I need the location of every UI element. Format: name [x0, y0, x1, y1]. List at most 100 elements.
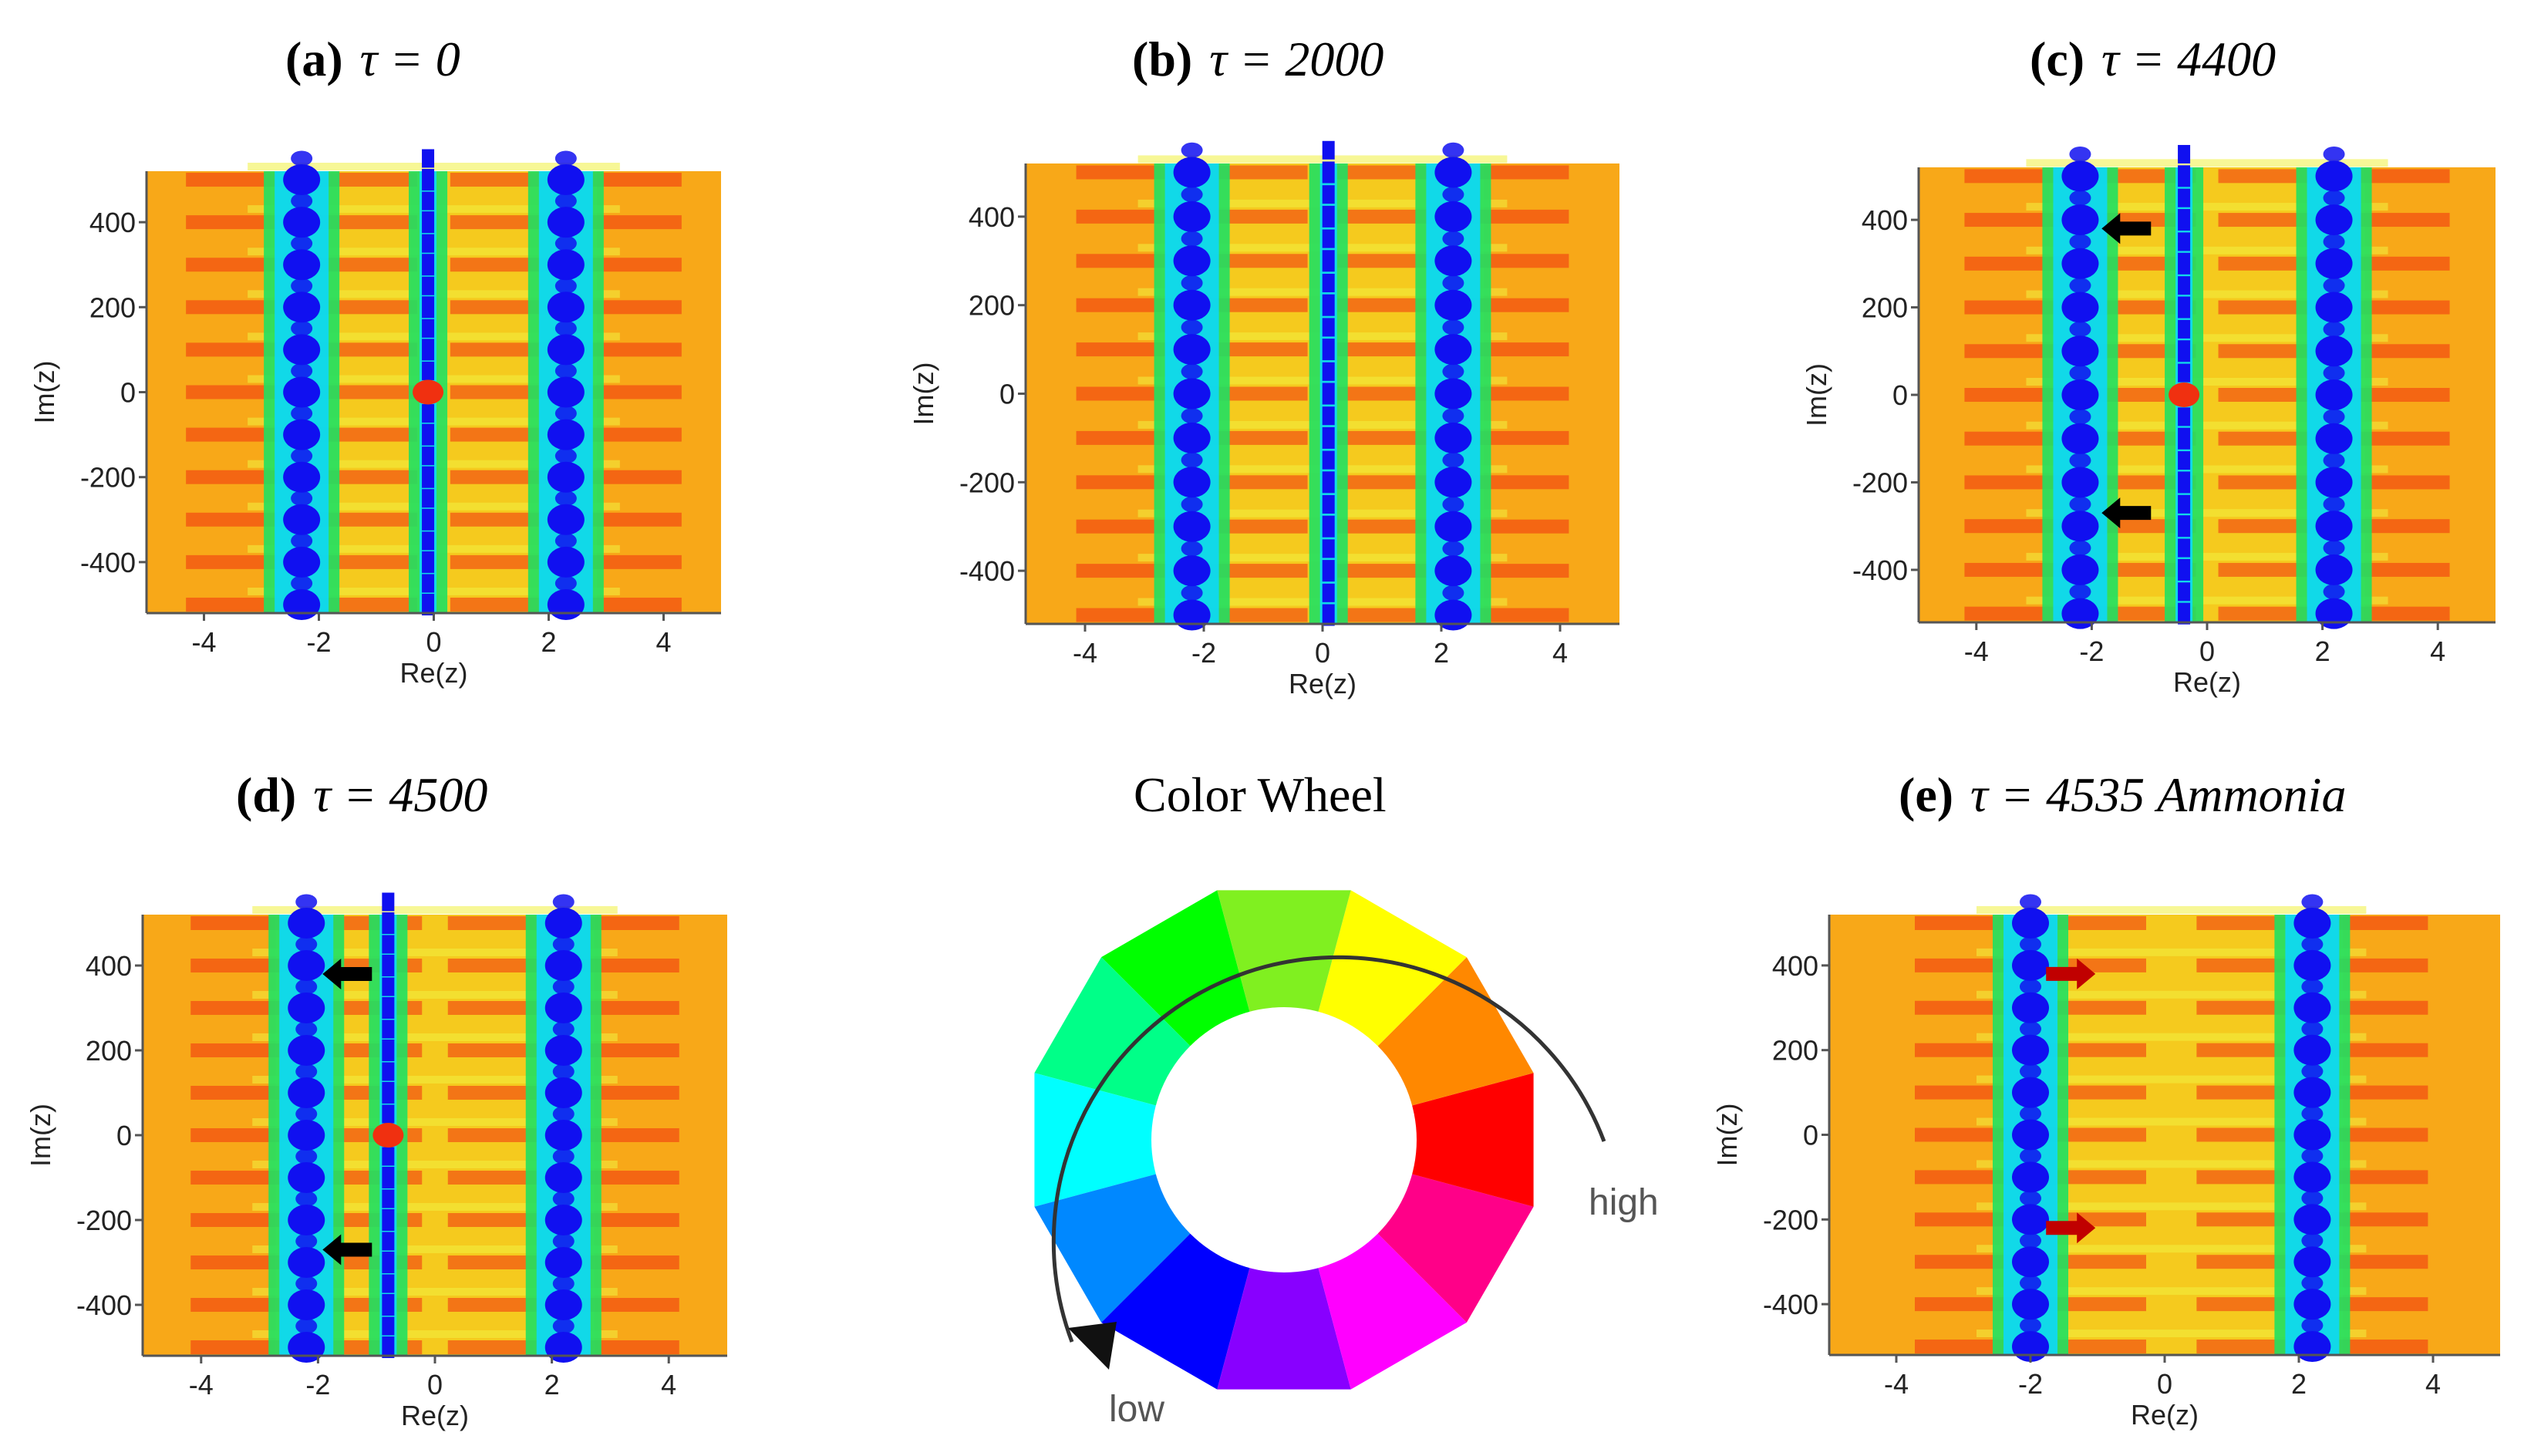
heatmap-glow-row — [252, 1288, 618, 1296]
x-axis-label: Re(z) — [401, 1400, 469, 1431]
vortex-core — [2012, 907, 2049, 939]
x-tick-label: -2 — [2079, 635, 2104, 667]
vortex-core-minor — [1322, 539, 1335, 558]
vortex-core — [2061, 335, 2099, 367]
vortex-core-minor — [291, 320, 313, 336]
vortex-core-minor — [1181, 363, 1203, 379]
wheel-segment — [1217, 890, 1351, 1012]
vortex-core — [1322, 604, 1335, 626]
wheel-segment — [1318, 890, 1467, 1046]
vortex-core — [547, 419, 585, 450]
vortex-core — [1434, 422, 1472, 453]
vortex-core-minor — [1442, 363, 1464, 379]
vortex-core-minor — [2020, 894, 2041, 910]
vortex-core — [2293, 949, 2331, 981]
x-tick-label: 2 — [1434, 637, 1449, 669]
vortex-core — [382, 1336, 395, 1358]
vortex-core — [2315, 423, 2353, 454]
vortex-core — [547, 376, 585, 408]
vortex-core — [422, 423, 435, 446]
vortex-core — [422, 508, 435, 531]
vortex-core — [2178, 471, 2191, 494]
x-tick-label: 0 — [427, 1369, 443, 1400]
y-tick-label: -400 — [1852, 554, 1908, 586]
vortex-core-minor — [2069, 234, 2091, 250]
vortex-core-minor — [554, 193, 577, 209]
vortex-core-minor — [295, 1318, 318, 1334]
vortex-core — [2061, 160, 2099, 192]
vortex-core — [2315, 379, 2353, 410]
vortex-core — [2061, 204, 2099, 236]
heatmap-glow-row — [2026, 203, 2388, 211]
x-tick-label: 2 — [544, 1369, 560, 1400]
vortex-core — [283, 461, 321, 493]
vortex-core-minor — [1181, 585, 1203, 601]
vortex-core — [2178, 558, 2191, 581]
vortex-core — [2293, 907, 2331, 939]
y-tick-label: 0 — [1892, 379, 1908, 411]
vortex-core — [544, 1120, 582, 1151]
vortex-core-minor — [2301, 1063, 2324, 1080]
vortex-core-minor — [1181, 541, 1203, 557]
vortex-core-minor — [552, 1233, 575, 1249]
vortex-core-minor — [295, 979, 318, 995]
vortex-core — [547, 249, 585, 281]
vortex-core — [382, 912, 395, 934]
vortex-core-minor — [1322, 229, 1335, 248]
vortex-core — [2315, 160, 2353, 192]
vortex-core-minor — [295, 1233, 318, 1249]
vortex-core-minor — [2301, 1106, 2324, 1122]
vortex-core — [1322, 294, 1335, 316]
vortex-core-minor — [2069, 278, 2091, 294]
y-tick-label: -200 — [959, 467, 1015, 498]
vortex-core-minor — [2069, 190, 2091, 206]
vortex-core — [544, 1205, 582, 1235]
vortex-core-minor — [291, 278, 313, 294]
vortex-core-minor — [552, 1148, 575, 1164]
x-axis-label: Re(z) — [400, 657, 468, 689]
vortex-core — [547, 292, 585, 323]
wheel-center-hole — [1151, 1007, 1417, 1272]
wheel-segment — [1377, 957, 1534, 1106]
heatmap-glow-row — [1977, 1160, 2367, 1168]
vortex-core — [1434, 157, 1472, 188]
vortex-core-minor — [1322, 318, 1335, 337]
vortex-core-minor — [2301, 1021, 2324, 1037]
y-tick-label: -400 — [80, 547, 136, 578]
vortex-core-minor — [1442, 452, 1464, 468]
vortex-core-minor — [291, 448, 313, 464]
heatmap-panel-d: -4 -2 0 2 4 400 200 0 -200 -400 Re(z) Im(z) — [25, 892, 727, 1431]
heatmap-glow-row — [2026, 246, 2388, 254]
wheel-segment — [1101, 1233, 1250, 1390]
vortex-core — [2061, 511, 2099, 542]
vortex-core — [2061, 379, 2099, 410]
heatmap-glow-row — [1977, 1117, 2367, 1126]
vortex-core — [288, 1035, 325, 1066]
vortex-core-minor — [295, 1276, 318, 1292]
vortex-core — [547, 334, 585, 366]
x-tick-label: 0 — [1315, 637, 1330, 669]
vortex-core-minor — [422, 276, 435, 295]
vortex-core-minor — [2323, 409, 2345, 425]
vortex-core — [382, 1294, 395, 1316]
vortex-core-minor — [2323, 190, 2345, 206]
vortex-center-dot — [413, 379, 444, 405]
vortex-core-minor — [554, 406, 577, 422]
x-tick-label: 4 — [1552, 637, 1568, 669]
vortex-core — [2293, 1077, 2331, 1108]
x-axis-label: Re(z) — [2131, 1399, 2199, 1431]
vortex-core — [1434, 201, 1472, 232]
vortex-core-minor — [1322, 140, 1335, 160]
vortex-core — [288, 993, 325, 1023]
vortex-core-minor — [2178, 538, 2191, 558]
vortex-core-minor — [2323, 146, 2345, 162]
vortex-core — [2012, 992, 2049, 1023]
vortex-core-minor — [552, 894, 575, 910]
vortex-core — [1434, 555, 1472, 587]
vortex-core-minor — [2178, 363, 2191, 383]
x-tick-label: -2 — [306, 626, 331, 658]
vortex-core-minor — [295, 1148, 318, 1164]
vortex-core-minor — [422, 404, 435, 423]
x-tick-label: -4 — [1073, 637, 1097, 669]
